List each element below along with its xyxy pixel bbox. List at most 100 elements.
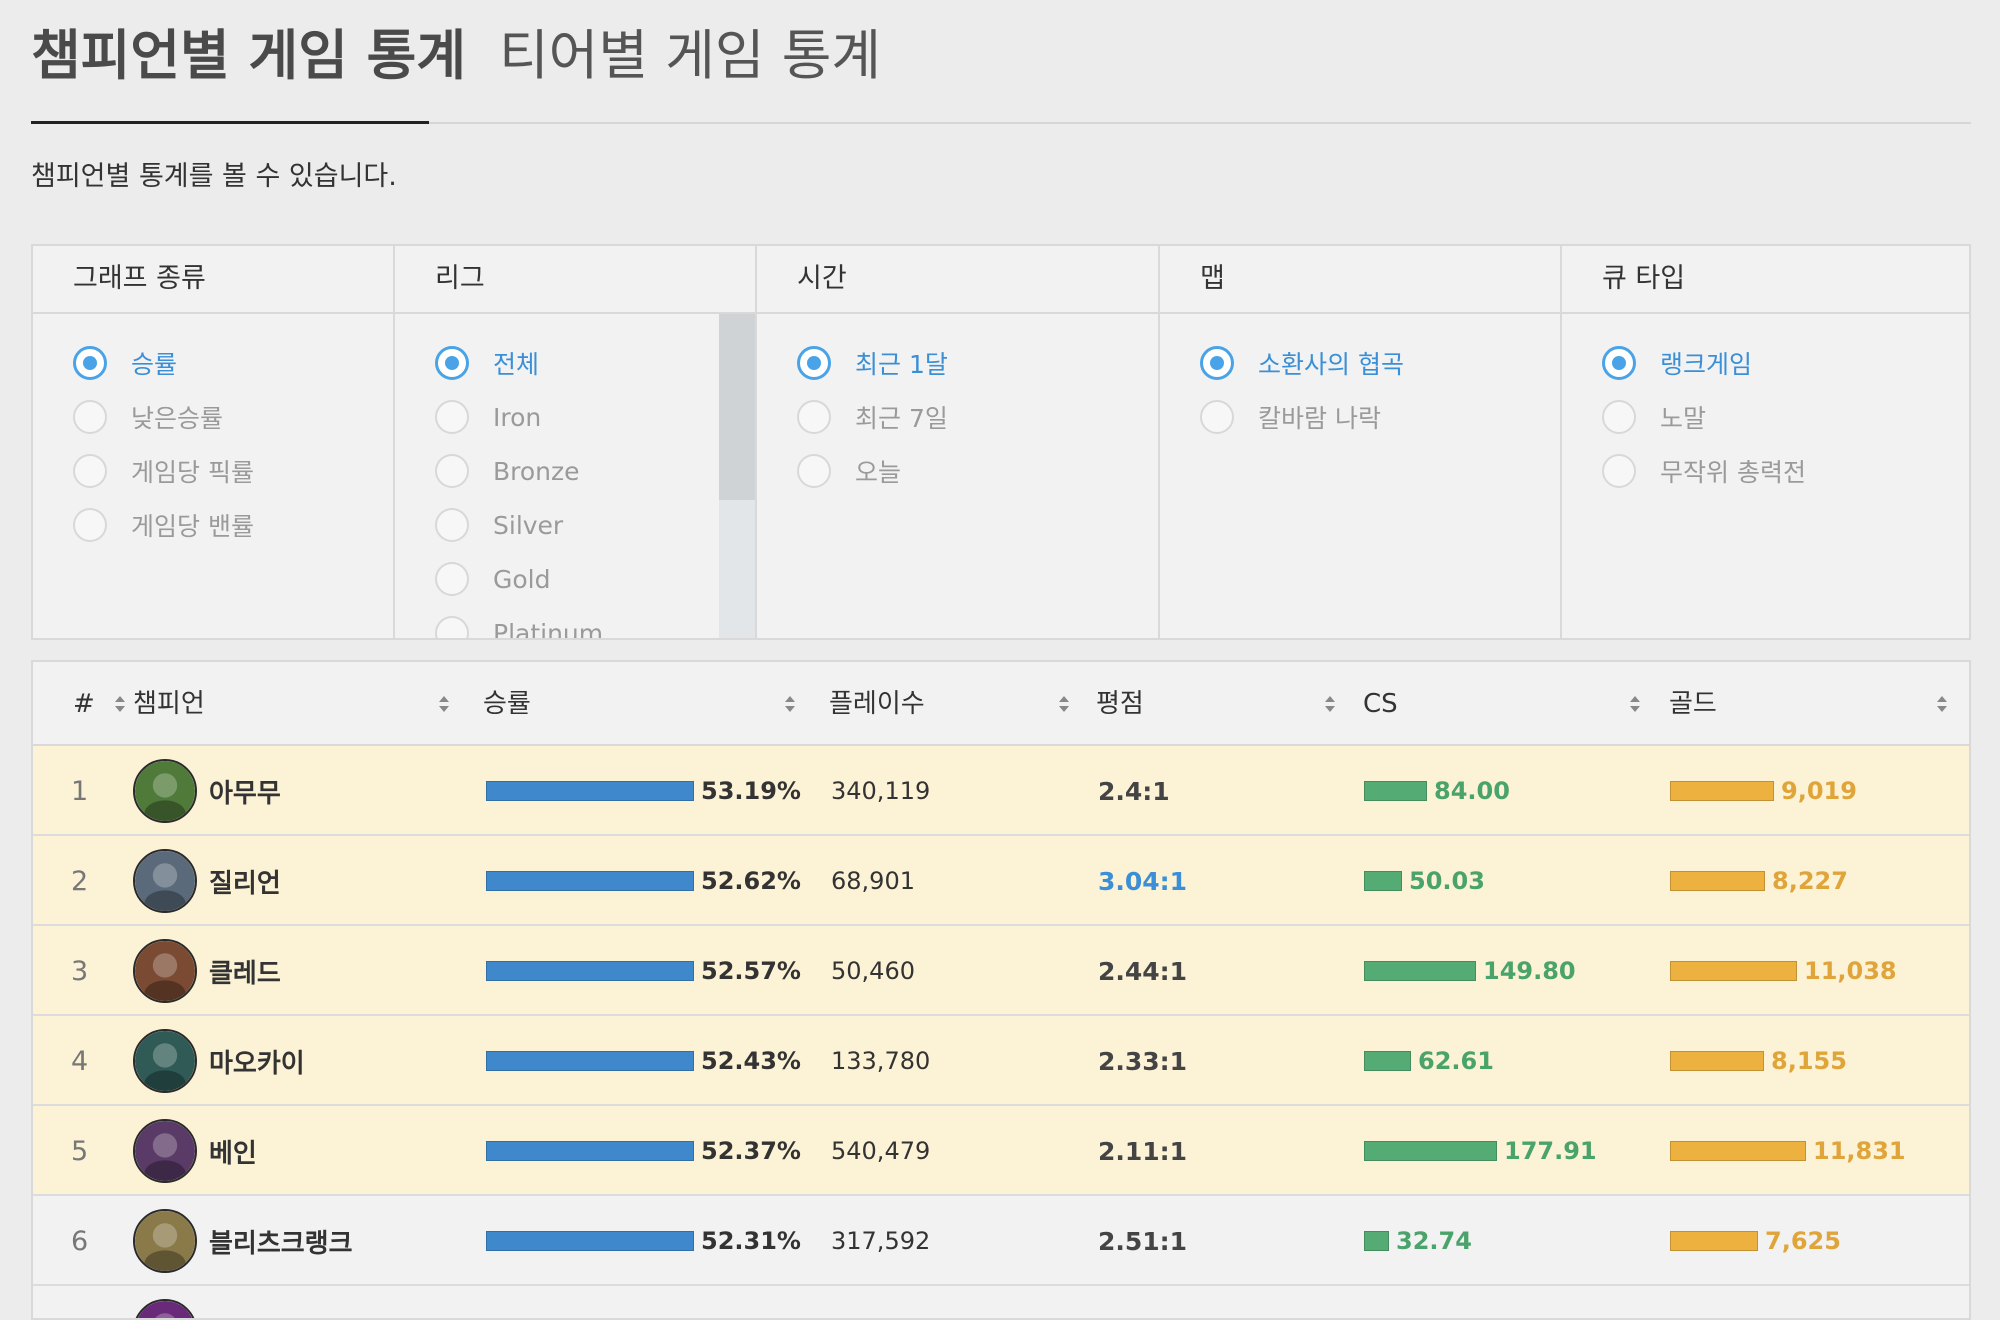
table-row[interactable]: 1 아무무 53.19% 340,119 2.4:1 84.00 9,019 [33,746,1969,836]
champion-name[interactable]: 아무무 [209,778,281,809]
sort-rank-icon[interactable] [113,662,127,746]
filter-option[interactable]: Bronze [395,444,755,498]
stats-table: # 챔피언 승률 플레이수 평점 CS 골드 1 아무무 53.19% 340,119… [31,660,1971,1320]
radio-unchecked-icon[interactable] [1602,454,1636,488]
champion-avatar[interactable] [133,939,197,1003]
radio-unchecked-icon[interactable] [73,454,107,488]
filter-option[interactable]: 오늘 [757,444,1158,498]
winrate-bar [486,1141,694,1161]
sort-kda-icon[interactable] [1323,662,1337,746]
radio-unchecked-icon[interactable] [435,508,469,542]
active-tab-underline [31,121,429,124]
filter-option[interactable]: Platinum [395,606,755,638]
league-scrollbar-thumb[interactable] [719,314,755,500]
filter-option[interactable]: Silver [395,498,755,552]
table-row[interactable]: 6 블리츠크랭크 52.31% 317,592 2.51:1 32.74 7,625 [33,1196,1969,1286]
filter-option[interactable]: 낮은승률 [33,390,393,444]
champion-name[interactable]: 마오카이 [209,1048,305,1079]
champion-name[interactable]: 클레드 [209,958,281,989]
radio-unchecked-icon[interactable] [435,562,469,596]
gold-value: 8,155 [1771,1047,1847,1075]
filter-option-label: 전체 [493,350,540,379]
winrate-value: 53.19% [701,777,801,805]
radio-checked-icon[interactable] [1602,346,1636,380]
filter-option[interactable]: 무작위 총력전 [1562,444,1971,498]
radio-unchecked-icon[interactable] [797,454,831,488]
filter-column-header: 리그 [395,246,755,314]
champion-avatar[interactable] [133,1299,197,1318]
kda-value: 2.11:1 [1098,1136,1188,1166]
cs-bar [1364,1051,1411,1071]
gold-cell: 7,625 [1670,1196,1841,1286]
radio-unchecked-icon[interactable] [435,616,469,638]
radio-checked-icon[interactable] [73,346,107,380]
gold-bar [1670,871,1765,891]
play-count: 340,119 [831,777,931,805]
radio-unchecked-icon[interactable] [73,508,107,542]
play-count: 50,460 [831,957,915,985]
col-plays-header: 플레이수 [829,689,925,719]
radio-checked-icon[interactable] [797,346,831,380]
cs-value: 84.00 [1434,777,1510,805]
winrate-value: 52.57% [701,957,801,985]
champion-avatar[interactable] [133,1209,197,1273]
filter-option[interactable]: Iron [395,390,755,444]
gold-value: 8,227 [1772,867,1848,895]
table-row[interactable]: 5 베인 52.37% 540,479 2.11:1 177.91 11,831 [33,1106,1969,1196]
col-gold-header: 골드 [1669,689,1717,719]
radio-unchecked-icon[interactable] [435,400,469,434]
champion-name[interactable]: 베인 [209,1138,257,1169]
sort-gold-icon[interactable] [1935,662,1949,746]
filter-option[interactable]: 게임당 픽률 [33,444,393,498]
cs-cell: 62.61 [1364,1016,1494,1106]
filter-option-label: 게임당 밴률 [131,512,254,541]
cs-cell: 50.03 [1364,836,1485,926]
filter-option[interactable]: 전체 [395,336,755,390]
tab-champion-stats[interactable]: 챔피언별 게임 통계 [31,24,467,87]
champion-avatar[interactable] [133,1029,197,1093]
filter-column-2: 시간 최근 1달 최근 7일 오늘 [757,246,1160,638]
radio-unchecked-icon[interactable] [1200,400,1234,434]
table-row[interactable]: 4 마오카이 52.43% 133,780 2.33:1 62.61 8,155 [33,1016,1969,1106]
champion-name[interactable]: 질리언 [209,868,281,899]
filter-option[interactable]: 랭크게임 [1562,336,1971,390]
filter-option[interactable]: 최근 1달 [757,336,1158,390]
filter-option[interactable]: Gold [395,552,755,606]
radio-unchecked-icon[interactable] [435,454,469,488]
filter-option[interactable]: 최근 7일 [757,390,1158,444]
table-row[interactable]: 3 클레드 52.57% 50,460 2.44:1 149.80 11,038 [33,926,1969,1016]
radio-unchecked-icon[interactable] [73,400,107,434]
sort-cs-icon[interactable] [1628,662,1642,746]
cs-value: 32.74 [1396,1227,1472,1255]
kda-value: 2.4:1 [1098,776,1170,806]
champion-avatar[interactable] [133,849,197,913]
radio-unchecked-icon[interactable] [797,400,831,434]
winrate-cell: 52.62% [486,836,801,926]
filter-option-label: Platinum [493,618,604,639]
radio-checked-icon[interactable] [435,346,469,380]
filter-options: 전체 Iron Bronze Silver Gold Platinum [395,314,755,638]
filter-option-label: 낮은승률 [131,404,224,433]
table-row[interactable]: 2 질리언 52.62% 68,901 3.04:1 50.03 8,227 [33,836,1969,926]
cs-bar [1364,1231,1389,1251]
sort-plays-icon[interactable] [1057,662,1071,746]
rank-number: 3 [71,955,89,987]
sort-winrate-icon[interactable] [783,662,797,746]
champion-avatar[interactable] [133,759,197,823]
filter-option[interactable]: 칼바람 나락 [1160,390,1560,444]
sort-champion-icon[interactable] [437,662,451,746]
tab-tier-stats[interactable]: 티어별 게임 통계 [499,24,882,87]
radio-unchecked-icon[interactable] [1602,400,1636,434]
champion-name[interactable]: 블리츠크랭크 [209,1228,353,1259]
table-row[interactable] [33,1286,1969,1318]
filter-option[interactable]: 소환사의 협곡 [1160,336,1560,390]
league-scrollbar-track[interactable] [719,314,755,638]
cs-cell: 32.74 [1364,1196,1472,1286]
radio-checked-icon[interactable] [1200,346,1234,380]
filter-option[interactable]: 게임당 밴률 [33,498,393,552]
gold-bar [1670,1141,1806,1161]
filter-option[interactable]: 노말 [1562,390,1971,444]
champion-avatar[interactable] [133,1119,197,1183]
col-winrate-header: 승률 [483,689,531,719]
filter-option[interactable]: 승률 [33,336,393,390]
